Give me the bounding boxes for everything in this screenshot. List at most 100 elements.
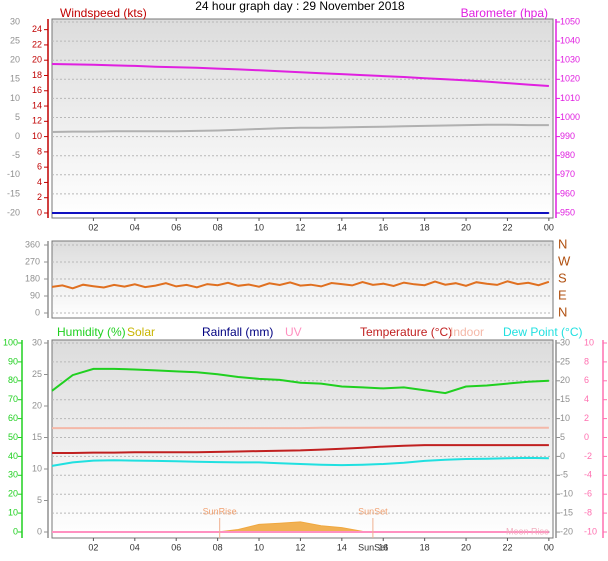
y-tick-label: 0 (13, 526, 18, 536)
y-tick-label: -5 (12, 150, 20, 160)
axis-title: Barometer (hpa) (461, 6, 548, 20)
y-tick-label: -10 (560, 489, 573, 499)
legend-entry: Indoor (450, 325, 484, 339)
x-tick-label: 22 (502, 222, 512, 232)
y-tick-label: 12 (32, 116, 42, 126)
legend-entry: Rainfall (mm) (202, 325, 273, 339)
y-tick-label: 0 (15, 131, 20, 141)
y-tick-label: 990 (560, 131, 575, 141)
x-tick-label: 18 (420, 222, 430, 232)
line (52, 444, 549, 454)
x-tick-label: 20 (461, 222, 471, 232)
y-tick-label: 24 (32, 24, 42, 34)
x-tick-label: 08 (213, 542, 223, 552)
y-tick-label: 970 (560, 169, 575, 179)
x-tick-label: 02 (88, 542, 98, 552)
annotation: SunRise (203, 506, 237, 516)
x-tick-label: 16 (378, 542, 388, 552)
x-tick-label: 06 (171, 222, 181, 232)
y-tick-label: 30 (560, 337, 570, 347)
y-tick-label: 15 (560, 394, 570, 404)
y-tick-label: 270 (25, 256, 40, 266)
y-tick-label: -8 (584, 507, 592, 517)
y-tick-label: 25 (560, 356, 570, 366)
y-tick-label: 20 (8, 489, 18, 499)
y-tick-label: 30 (8, 470, 18, 480)
y-tick-label: 20 (32, 55, 42, 65)
y-tick-label: 100 (3, 337, 18, 347)
y-tick-label: 50 (8, 432, 18, 442)
x-tick-label: 02 (88, 222, 98, 232)
y-tick-label: -15 (7, 188, 20, 198)
annotation: SunSet (358, 542, 388, 552)
y-tick-label: 960 (560, 188, 575, 198)
y-tick-label: 25 (32, 369, 42, 379)
y-tick-label: 6 (37, 162, 42, 172)
x-tick-label: 12 (295, 222, 305, 232)
y-tick-label: 2 (37, 192, 42, 202)
y-tick-label: 30 (10, 16, 20, 26)
y-tick-label: 10 (10, 93, 20, 103)
y-tick-label: 30 (32, 337, 42, 347)
line (51, 63, 549, 87)
y-tick-label: 0 (35, 307, 40, 317)
legend-entry: UV (285, 325, 302, 339)
annotation: SunSet (358, 506, 388, 516)
y-tick-label: -20 (560, 526, 573, 536)
x-tick-label: 12 (295, 542, 305, 552)
y-tick-label: 25 (10, 35, 20, 45)
line (51, 280, 550, 290)
y-tick-label: 980 (560, 150, 575, 160)
y-tick-label: 16 (32, 85, 42, 95)
y-tick-label: 5 (15, 112, 20, 122)
x-tick-label: 14 (337, 542, 347, 552)
y-tick-label: 5 (37, 495, 42, 505)
y-tick-label: -10 (584, 526, 597, 536)
x-tick-label: 08 (213, 222, 223, 232)
x-tick-label: 10 (254, 542, 264, 552)
y-tick-label: S (558, 270, 567, 285)
y-tick-label: 5 (560, 432, 565, 442)
legend-entry: Temperature (°C) (360, 325, 452, 339)
x-tick-label: 04 (130, 542, 140, 552)
plot-area (51, 18, 554, 219)
y-tick-label: 0 (37, 207, 42, 217)
y-tick-label: 10 (8, 507, 18, 517)
x-tick-label: 10 (254, 222, 264, 232)
legend-entry: Solar (127, 325, 155, 339)
x-tick-label: 06 (171, 542, 181, 552)
x-tick-label: 20 (461, 542, 471, 552)
y-tick-label: 1030 (560, 55, 580, 65)
y-tick-label: 360 (25, 239, 40, 249)
x-tick-label: 16 (378, 222, 388, 232)
x-tick-label: 00 (544, 542, 554, 552)
y-tick-label: 80 (8, 375, 18, 385)
y-tick-label: 22 (32, 39, 42, 49)
y-tick-label: 0 (37, 526, 42, 536)
page-title: 24 hour graph day : 29 November 2018 (195, 0, 405, 13)
axis-title: Windspeed (kts) (60, 6, 147, 20)
legend-entry: Dew Point (°C) (503, 325, 582, 339)
x-tick-label: 00 (544, 222, 554, 232)
y-tick-label: 10 (32, 131, 42, 141)
y-tick-label: 90 (30, 290, 40, 300)
x-tick-label: 14 (337, 222, 347, 232)
y-tick-label: W (558, 253, 571, 268)
y-tick-label: E (558, 287, 567, 302)
y-tick-label: -4 (584, 470, 592, 480)
y-tick-label: 70 (8, 394, 18, 404)
line (51, 456, 549, 467)
x-tick-label: 18 (420, 542, 430, 552)
y-tick-label: 40 (8, 451, 18, 461)
y-tick-label: 950 (560, 207, 575, 217)
y-tick-label: 1040 (560, 35, 580, 45)
y-tick-label: 20 (32, 400, 42, 410)
y-tick-label: 8 (37, 146, 42, 156)
y-tick-label: -20 (7, 207, 20, 217)
y-tick-label: 1010 (560, 93, 580, 103)
y-tick-label: 90 (8, 356, 18, 366)
y-tick-label: 15 (32, 432, 42, 442)
x-tick-label: 04 (130, 222, 140, 232)
y-tick-label: 1000 (560, 112, 580, 122)
